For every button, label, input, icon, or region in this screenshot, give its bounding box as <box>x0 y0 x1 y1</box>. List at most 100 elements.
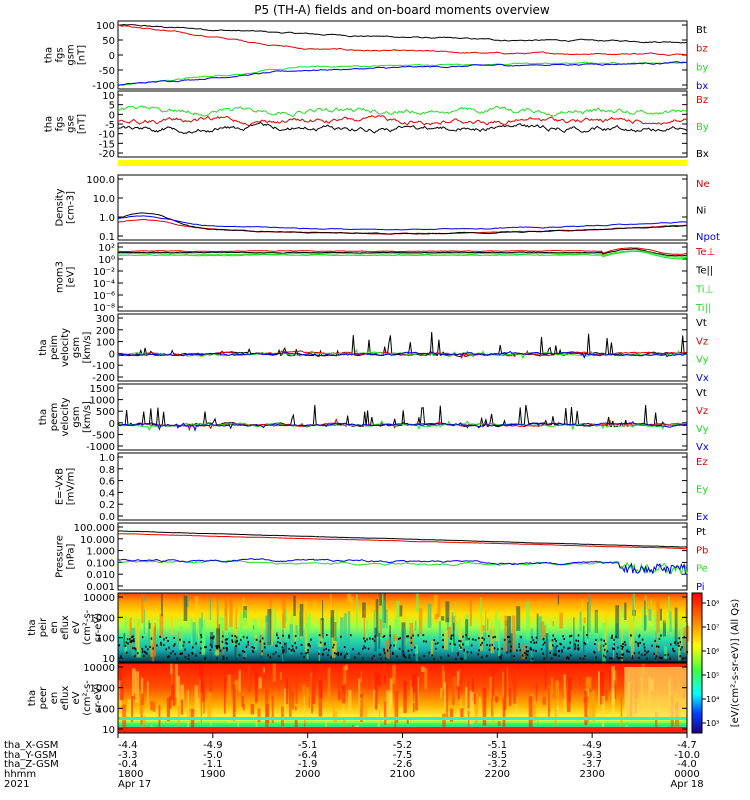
trace-Pt <box>118 530 688 548</box>
spectrogram-texture <box>385 609 388 629</box>
spectrogram-texture <box>414 620 417 631</box>
spectrogram-noise <box>626 649 629 652</box>
spectrogram-noise <box>288 634 290 637</box>
y-axis-label: [nT] <box>77 45 88 65</box>
spectrogram-noise <box>639 641 641 644</box>
y-tick-label: 300 <box>96 314 115 325</box>
spectrogram-noise <box>460 646 462 649</box>
spectrogram-noise <box>141 636 144 639</box>
spectrogram-noise <box>222 658 225 660</box>
spectrogram-noise <box>568 646 571 649</box>
spectrogram-noise <box>195 642 197 645</box>
spectrogram-texture <box>644 615 647 630</box>
spectrogram-texture <box>348 690 352 711</box>
spectrogram-noise <box>243 651 246 653</box>
y-tick-label: 10000 <box>83 663 115 674</box>
spectrogram-texture <box>360 697 363 722</box>
spectrogram-noise <box>527 650 529 653</box>
spectrogram-noise <box>231 634 233 637</box>
spectrogram-noise <box>330 656 332 659</box>
spectrogram-noise <box>165 648 167 651</box>
spectrogram-texture <box>247 663 250 681</box>
spectrogram-noise <box>617 646 619 649</box>
spectrogram-noise <box>159 635 161 638</box>
spectrogram-noise <box>672 647 674 650</box>
spectrogram-texture <box>415 593 419 613</box>
spectrogram-texture <box>346 636 350 659</box>
spectrogram-noise <box>622 643 624 645</box>
spectrogram-texture <box>291 691 295 710</box>
spectrogram-noise <box>369 637 371 640</box>
spectrogram-noise <box>533 641 536 644</box>
legend-Vz: Vz <box>696 336 708 347</box>
spectrogram-noise <box>390 644 392 647</box>
x-tick-zgsm: -1.1 <box>203 759 223 770</box>
spectrogram-texture <box>311 676 313 714</box>
spectrogram-noise <box>170 652 172 655</box>
spectrogram-noise <box>563 638 565 640</box>
spectrogram-noise <box>200 640 202 643</box>
y-axis-label: en <box>49 692 60 705</box>
panel-frame <box>117 174 688 241</box>
y-tick-label: 100 <box>96 338 115 349</box>
spectrogram-noise <box>543 657 545 660</box>
spectrogram-noise <box>681 657 684 660</box>
spectrogram-noise <box>462 635 464 638</box>
panel-peir-spectrogram: 10000 1000 100 10 tha peir en eflux eV (cm²-s-sr-… <box>27 592 690 665</box>
spectrogram-texture <box>668 596 670 619</box>
spectrogram-noise <box>433 639 436 642</box>
spectrogram-noise <box>417 634 419 637</box>
spectrogram-noise <box>637 642 639 645</box>
x-tick-xgsm: -5.1 <box>298 740 318 751</box>
y-axis-label: tha <box>27 690 38 706</box>
spectrogram-texture <box>220 616 224 648</box>
spectrogram-noise <box>402 650 404 653</box>
x-tick-ygsm: -3.3 <box>118 750 138 761</box>
spectrogram-texture <box>554 702 557 727</box>
y-tick-label: -15 <box>99 139 115 150</box>
spectrogram-texture <box>318 650 321 661</box>
spectrogram-texture <box>557 595 560 605</box>
spectrogram-texture <box>554 680 559 705</box>
spectrogram-noise <box>532 639 535 642</box>
spectrogram-texture <box>307 711 311 716</box>
legend-Ne: Ne <box>696 179 710 190</box>
trace-Bx <box>117 121 688 135</box>
x-tick-ygsm: -5.0 <box>203 750 223 761</box>
spectrogram-noise <box>200 634 202 636</box>
spectrogram-noise <box>516 649 518 652</box>
spectrogram-texture <box>415 646 418 662</box>
spectrogram-noise <box>231 640 234 643</box>
spectrogram-texture <box>664 610 666 624</box>
spectrogram-texture <box>198 618 202 635</box>
trace-Te|| <box>117 248 688 257</box>
spectrogram-texture <box>203 675 205 714</box>
spectrogram-texture <box>446 617 449 630</box>
spectrogram-noise <box>658 637 661 640</box>
spectrogram-texture <box>243 609 248 625</box>
y-tick-label: 0.010 <box>86 570 115 581</box>
y-tick-label: -10 <box>99 130 115 141</box>
spectrogram-noise <box>192 646 194 649</box>
spectrogram-texture <box>602 623 606 662</box>
spectrogram-texture <box>330 593 332 619</box>
y-tick-label: 0 <box>109 349 115 360</box>
spectrogram-noise <box>374 635 376 638</box>
spectrogram-noise <box>277 637 280 639</box>
spectrogram-noise <box>436 642 439 644</box>
y-tick-label: 50 <box>102 36 115 47</box>
spectrogram-texture <box>322 599 324 637</box>
y-tick-label: 0.1 <box>99 232 115 243</box>
spectrogram-noise <box>460 640 462 643</box>
spectrogram-noise <box>406 635 408 638</box>
spectrogram-noise <box>470 651 473 654</box>
spectrogram-noise <box>343 646 346 648</box>
spectrogram-noise <box>292 648 294 651</box>
trace-bx <box>117 61 688 86</box>
spectrogram-noise <box>135 648 137 651</box>
spectrogram-noise <box>352 648 354 651</box>
spectrogram-noise <box>658 656 661 659</box>
spectrogram-noise <box>283 649 285 652</box>
spectrogram-texture <box>548 687 550 717</box>
spectrogram-texture <box>158 704 161 729</box>
